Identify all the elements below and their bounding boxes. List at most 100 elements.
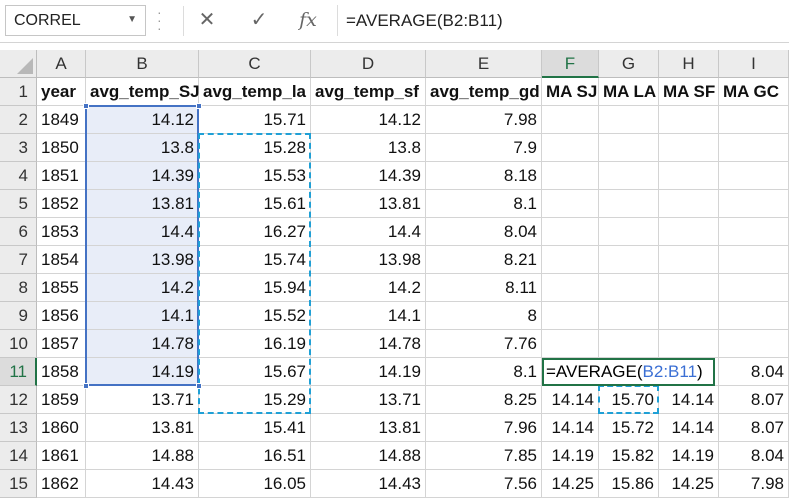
table-cell[interactable]: 15.61 (199, 190, 311, 218)
table-cell[interactable]: 8.21 (426, 246, 542, 274)
table-cell[interactable]: 13.81 (311, 414, 426, 442)
resize-handle[interactable] (83, 383, 89, 389)
active-cell-editor[interactable]: =AVERAGE(B2:B11) (542, 358, 715, 386)
table-cell[interactable]: 8.11 (426, 274, 542, 302)
table-cell[interactable]: 8.04 (719, 442, 789, 470)
drag-handle-icon[interactable]: · · · (157, 4, 162, 36)
enter-button[interactable]: ✓ (242, 6, 276, 34)
table-cell[interactable]: 14.19 (86, 358, 199, 386)
table-cell[interactable]: 15.41 (199, 414, 311, 442)
resize-handle[interactable] (196, 383, 202, 389)
table-cell[interactable]: 7.56 (426, 470, 542, 498)
column-header-i[interactable]: I (719, 50, 789, 78)
column-title-cell[interactable]: MA LA (599, 78, 659, 106)
table-cell[interactable]: 8.07 (719, 386, 789, 414)
column-title-cell[interactable]: MA SF (659, 78, 719, 106)
table-cell[interactable]: 7.76 (426, 330, 542, 358)
table-cell[interactable]: 16.51 (199, 442, 311, 470)
row-header-1[interactable]: 1 (0, 78, 37, 106)
formula-input[interactable]: =AVERAGE(B2:B11) (337, 5, 789, 36)
table-cell[interactable]: 14.88 (86, 442, 199, 470)
row-header-12[interactable]: 12 (0, 386, 37, 414)
table-cell[interactable]: 13.71 (311, 386, 426, 414)
table-cell[interactable]: 14.14 (542, 386, 599, 414)
table-cell[interactable]: 16.19 (199, 330, 311, 358)
table-cell[interactable] (599, 330, 659, 358)
column-title-cell[interactable]: MA GC (719, 78, 789, 106)
table-cell[interactable] (719, 330, 789, 358)
table-cell[interactable]: 14.25 (542, 470, 599, 498)
table-cell[interactable]: 7.96 (426, 414, 542, 442)
table-cell[interactable]: 15.67 (199, 358, 311, 386)
table-cell[interactable] (659, 274, 719, 302)
table-cell[interactable] (542, 218, 599, 246)
row-header-14[interactable]: 14 (0, 442, 37, 470)
table-cell[interactable]: 14.43 (86, 470, 199, 498)
row-header-2[interactable]: 2 (0, 106, 37, 134)
table-cell[interactable] (599, 190, 659, 218)
column-title-cell[interactable]: avg_temp_gd (426, 78, 542, 106)
table-cell[interactable] (542, 274, 599, 302)
table-cell[interactable]: 7.98 (719, 470, 789, 498)
table-cell[interactable]: 14.14 (659, 386, 719, 414)
table-cell[interactable]: 1856 (37, 302, 86, 330)
table-cell[interactable]: 1851 (37, 162, 86, 190)
table-cell[interactable]: 14.19 (542, 442, 599, 470)
table-cell[interactable] (659, 190, 719, 218)
table-cell[interactable]: 14.1 (311, 302, 426, 330)
table-cell[interactable]: 13.8 (86, 134, 199, 162)
table-cell[interactable] (599, 162, 659, 190)
table-cell[interactable]: 13.81 (86, 414, 199, 442)
table-cell[interactable] (659, 302, 719, 330)
row-header-6[interactable]: 6 (0, 218, 37, 246)
chevron-down-icon[interactable]: ▼ (127, 14, 137, 25)
table-cell[interactable]: 15.70 (599, 386, 659, 414)
table-cell[interactable] (719, 134, 789, 162)
table-cell[interactable]: 13.8 (311, 134, 426, 162)
table-cell[interactable] (719, 274, 789, 302)
table-cell[interactable] (659, 106, 719, 134)
column-header-e[interactable]: E (426, 50, 542, 78)
table-cell[interactable]: 8.18 (426, 162, 542, 190)
table-cell[interactable]: 1853 (37, 218, 86, 246)
table-cell[interactable]: 1861 (37, 442, 86, 470)
table-cell[interactable]: 14.12 (311, 106, 426, 134)
column-header-a[interactable]: A (37, 50, 86, 78)
table-cell[interactable]: 16.05 (199, 470, 311, 498)
table-cell[interactable]: 1859 (37, 386, 86, 414)
table-cell[interactable]: 15.74 (199, 246, 311, 274)
table-cell[interactable]: 1850 (37, 134, 86, 162)
resize-handle[interactable] (83, 103, 89, 109)
table-cell[interactable]: 8.25 (426, 386, 542, 414)
table-cell[interactable]: 1852 (37, 190, 86, 218)
table-cell[interactable]: 14.4 (311, 218, 426, 246)
row-header-3[interactable]: 3 (0, 134, 37, 162)
table-cell[interactable]: 1854 (37, 246, 86, 274)
row-header-11[interactable]: 11 (0, 358, 37, 386)
table-cell[interactable] (599, 302, 659, 330)
table-cell[interactable]: 14.4 (86, 218, 199, 246)
table-cell[interactable]: 13.98 (86, 246, 199, 274)
column-header-g[interactable]: G (599, 50, 659, 78)
column-header-c[interactable]: C (199, 50, 311, 78)
table-cell[interactable]: 1860 (37, 414, 86, 442)
column-title-cell[interactable]: year (37, 78, 86, 106)
table-cell[interactable] (599, 246, 659, 274)
table-cell[interactable]: 15.53 (199, 162, 311, 190)
table-cell[interactable]: 15.82 (599, 442, 659, 470)
column-title-cell[interactable]: avg_temp_sf (311, 78, 426, 106)
table-cell[interactable] (542, 134, 599, 162)
table-cell[interactable]: 1858 (37, 358, 86, 386)
table-cell[interactable] (659, 134, 719, 162)
table-cell[interactable]: 14.14 (659, 414, 719, 442)
row-header-13[interactable]: 13 (0, 414, 37, 442)
column-title-cell[interactable]: avg_temp_SJ (86, 78, 200, 106)
table-cell[interactable]: 14.78 (311, 330, 426, 358)
table-cell[interactable]: 8.07 (719, 414, 789, 442)
table-cell[interactable]: 7.98 (426, 106, 542, 134)
table-cell[interactable] (542, 246, 599, 274)
table-cell[interactable]: 16.27 (199, 218, 311, 246)
table-cell[interactable]: 15.71 (199, 106, 311, 134)
table-cell[interactable] (542, 302, 599, 330)
table-cell[interactable] (659, 218, 719, 246)
